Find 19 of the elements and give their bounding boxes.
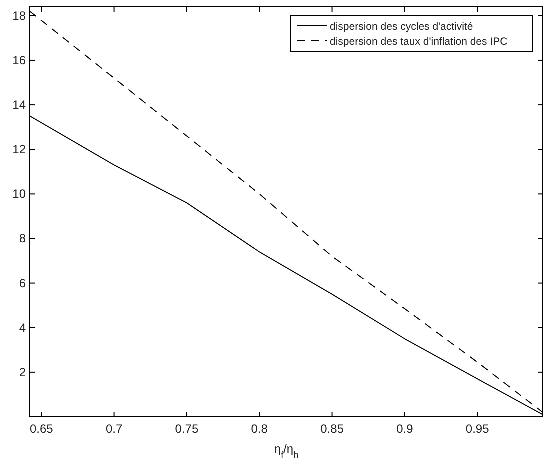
y-tick-label: 2 [19,365,26,380]
x-tick-label: 0.95 [466,422,490,436]
x-tick-label: 0.85 [320,422,344,436]
y-tick-label: 18 [12,8,26,23]
legend-label: dispersion des cycles d'activité [330,21,474,33]
x-tick-label: 0.65 [30,422,54,436]
y-tick-label: 16 [12,53,26,68]
y-tick-label: 8 [19,232,26,246]
y-tick-label: 14 [12,98,26,112]
x-tick-label: 0.7 [106,422,123,436]
y-tick-label: 12 [12,142,26,157]
x-tick-label: 0.9 [396,422,414,436]
y-tick-label: 6 [19,276,26,290]
x-axis-title: η$_{f}$/η$_{h}$ [274,442,299,459]
y-tick-label: 4 [19,320,26,335]
x-tick-label: 0.75 [175,422,199,436]
x-tick-label: 0.8 [251,422,268,436]
legend-label: dispersion des taux d'inflation des IPC [330,36,508,48]
y-tick-label: 10 [12,187,26,202]
